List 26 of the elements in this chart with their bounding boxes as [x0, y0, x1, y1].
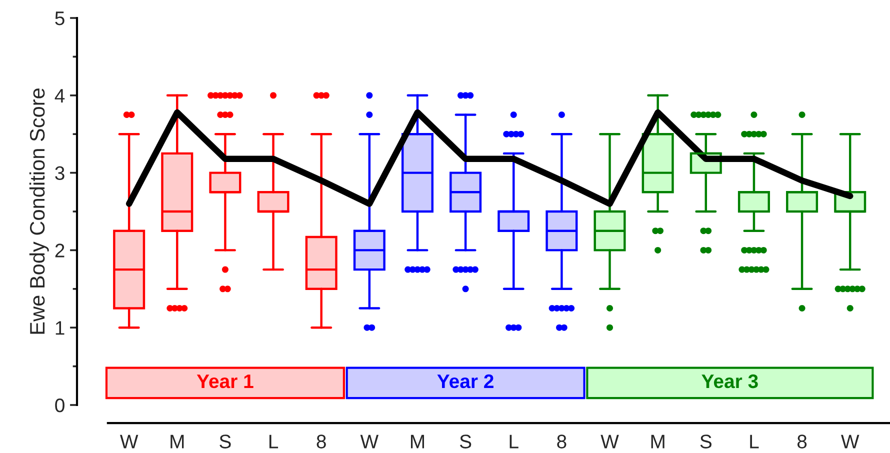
x-tick-label: 8 [557, 434, 566, 448]
x-tick-label: S [220, 434, 231, 448]
x-tick-label: M [170, 434, 184, 448]
text: Year 1 [196, 374, 254, 388]
y-tick-label: 1 [56, 321, 64, 335]
x-tick-label: 8 [316, 434, 326, 448]
y-tick-label: 3 [55, 166, 64, 180]
x-tick-label: M [410, 434, 424, 448]
x-tick-label: L [269, 434, 278, 448]
x-tick-label: W [120, 434, 138, 448]
y-axis-title: Ewe Body Condition Score [29, 88, 49, 334]
x-tick-label: W [360, 434, 379, 448]
x-tick-label: S [700, 434, 712, 448]
y-tick-label: 0 [55, 398, 64, 412]
text: Year 2 [437, 374, 494, 388]
x-tick-label: S [460, 434, 472, 448]
x-tick-label: 8 [797, 434, 807, 448]
x-tick-label: M [651, 434, 664, 448]
y-tick-label: 4 [54, 89, 65, 102]
x-tick-label: W [841, 434, 860, 448]
y-tick-label: 2 [55, 244, 64, 258]
x-tick-label: L [750, 434, 759, 448]
x-tick-label: W [600, 434, 619, 448]
y-tick-label: 5 [55, 12, 64, 26]
text: Year 3 [702, 374, 758, 388]
x-tick-label: L [510, 434, 518, 448]
